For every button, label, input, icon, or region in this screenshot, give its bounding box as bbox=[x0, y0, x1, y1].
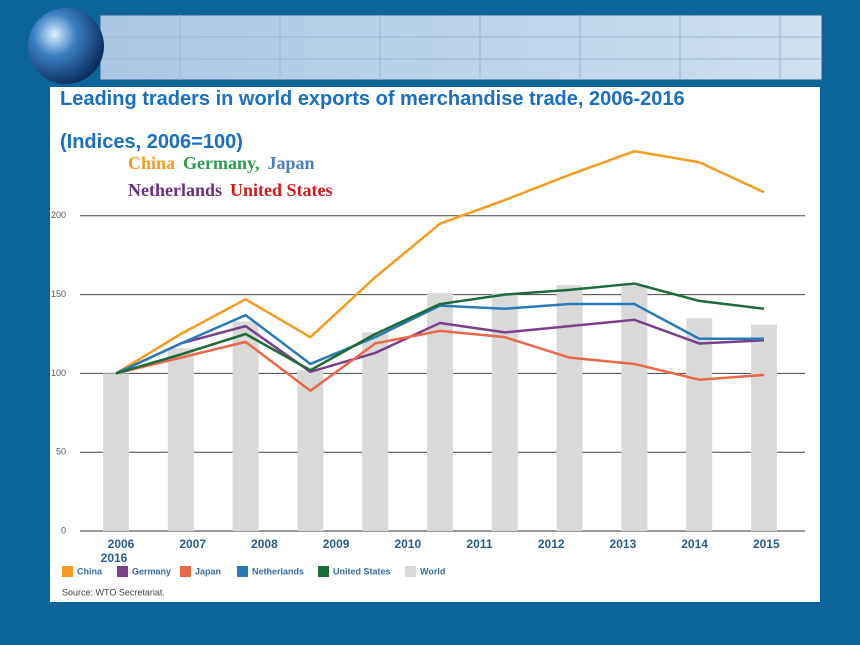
x-tick-label: 2014 bbox=[681, 537, 708, 551]
x-tick-label: 2010 bbox=[394, 537, 421, 551]
legend-label: Netherlands bbox=[252, 566, 304, 576]
bar bbox=[427, 293, 453, 531]
x-tick-label: 2015 bbox=[753, 537, 780, 551]
annotation-line: China Germany, Japan bbox=[128, 153, 323, 174]
annotation: China bbox=[128, 153, 176, 173]
bar bbox=[167, 348, 194, 531]
x-tick-label: 2008 bbox=[251, 537, 278, 551]
legend-label: United States bbox=[333, 566, 391, 576]
legend-label: World bbox=[420, 566, 445, 576]
annotation: Japan bbox=[267, 153, 315, 173]
banner-grid bbox=[100, 15, 822, 80]
bar bbox=[297, 370, 324, 531]
banner bbox=[28, 8, 823, 84]
banner-map bbox=[99, 14, 823, 81]
y-tick-label: 50 bbox=[56, 447, 66, 457]
globe bbox=[28, 8, 104, 84]
line-series bbox=[115, 329, 765, 392]
bar bbox=[556, 285, 583, 531]
bar bbox=[621, 285, 648, 531]
legend-swatch bbox=[180, 566, 191, 577]
y-tick-label: 0 bbox=[61, 525, 66, 535]
legend-swatch bbox=[62, 566, 73, 577]
x-tick-label: 2013 bbox=[610, 537, 637, 551]
annotation: United States bbox=[230, 180, 333, 200]
x-tick-label: 2007 bbox=[179, 537, 206, 551]
legend-label: Japan bbox=[195, 566, 221, 576]
annotation: Germany, bbox=[183, 153, 260, 173]
legend-label: Germany bbox=[132, 566, 171, 576]
legend-swatch bbox=[318, 566, 329, 577]
source-note: Source: WTO Secretariat. bbox=[62, 587, 165, 597]
legend-swatch bbox=[117, 566, 128, 577]
x-tick-label: 2016 bbox=[101, 551, 128, 565]
bar bbox=[362, 332, 389, 531]
y-tick-label: 200 bbox=[51, 210, 66, 220]
bar bbox=[491, 293, 518, 531]
x-tick-label: 2011 bbox=[466, 537, 492, 551]
line-series bbox=[115, 282, 765, 375]
legend-swatch bbox=[405, 566, 416, 577]
legend-label: China bbox=[77, 566, 103, 576]
x-tick-label: 2006 bbox=[108, 537, 135, 551]
legend-swatch bbox=[237, 566, 248, 577]
line-series bbox=[115, 318, 765, 375]
bar bbox=[751, 324, 777, 531]
annotation: Netherlands bbox=[128, 180, 222, 200]
chart-title: Leading traders in world exports of merc… bbox=[60, 88, 685, 110]
chart-subtitle: (Indices, 2006=100) bbox=[60, 131, 243, 153]
bar bbox=[103, 373, 129, 531]
annotation-line: Netherlands United States bbox=[128, 180, 341, 201]
y-tick-label: 150 bbox=[51, 289, 66, 299]
x-tick-label: 2009 bbox=[323, 537, 350, 551]
line-series bbox=[115, 149, 765, 375]
bar bbox=[232, 321, 259, 531]
x-tick-label: 2012 bbox=[538, 537, 565, 551]
line-series bbox=[115, 302, 764, 375]
bar bbox=[686, 318, 713, 531]
y-tick-label: 100 bbox=[51, 368, 66, 378]
